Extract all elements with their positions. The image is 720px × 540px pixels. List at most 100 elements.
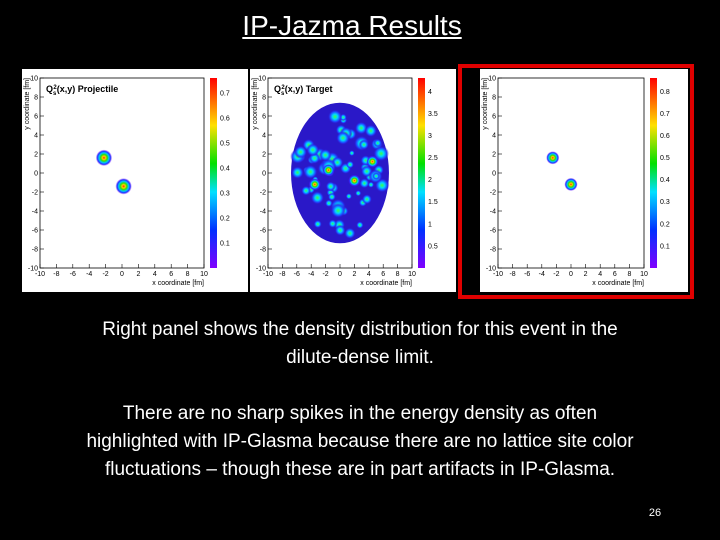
colorbar-tick-label: 0.5 [428, 243, 438, 250]
y-tick-label: -8 [260, 247, 266, 254]
y-tick-label: -4 [32, 209, 38, 216]
y-tick-label: -10 [28, 266, 38, 273]
colorbar [418, 78, 425, 268]
y-tick-label: -6 [260, 228, 266, 235]
density-blob [334, 224, 346, 236]
density-blob [361, 194, 373, 205]
y-tick-label: -6 [490, 228, 496, 235]
text-line: There are no sharp spikes in the energy … [122, 403, 598, 424]
colorbar-tick-label: 0.2 [660, 221, 670, 228]
x-tick-label: -8 [279, 271, 285, 278]
colorbar-tick-label: 1.5 [428, 199, 438, 206]
colorbar-tick-label: 0.5 [660, 155, 670, 162]
density-blob [306, 143, 320, 157]
density-blob [358, 139, 369, 150]
density-blob [95, 149, 113, 166]
y-axis-label: y coordinate [fm] [24, 78, 31, 130]
x-tick-label: 0 [338, 271, 342, 278]
density-blob [355, 190, 362, 197]
x-tick-label: 10 [640, 271, 648, 278]
density-blob [348, 150, 355, 157]
density-blob [310, 190, 325, 205]
y-tick-label: -8 [490, 247, 496, 254]
y-tick-label: 6 [262, 114, 266, 121]
density-blob [313, 219, 322, 229]
y-tick-label: 4 [262, 133, 266, 140]
density-blob [546, 151, 560, 165]
density-blob [344, 227, 356, 240]
y-tick-label: -8 [32, 247, 38, 254]
y-tick-label: -10 [486, 266, 496, 273]
colorbar-tick-label: 2 [428, 177, 432, 184]
y-tick-label: 10 [30, 76, 38, 83]
colorbar-tick-label: 0.5 [220, 141, 230, 148]
density-blob [301, 185, 312, 196]
x-tick-label: 2 [352, 271, 356, 278]
colorbar-tick-label: 1 [428, 221, 432, 228]
title-part: 2 [53, 85, 57, 91]
title-part: s [53, 91, 57, 97]
x-tick-label: 2 [136, 271, 140, 278]
title-part: Q [46, 84, 53, 94]
y-tick-label: 8 [262, 95, 266, 102]
density-blob [294, 145, 308, 159]
density-blob [356, 221, 364, 229]
colorbar-tick-label: 0.7 [660, 111, 670, 118]
x-tick-label: 4 [598, 271, 602, 278]
x-tick-label: -4 [86, 271, 92, 278]
y-tick-label: 10 [258, 76, 266, 83]
y-tick-label: 2 [492, 152, 496, 159]
y-tick-label: 0 [262, 171, 266, 178]
density-blob [373, 138, 382, 148]
density-blob [115, 178, 132, 195]
title-part: (x,y) Projectile [57, 84, 119, 94]
x-tick-label: -2 [553, 271, 559, 278]
heatmap [546, 151, 578, 191]
x-tick-label: -6 [70, 271, 76, 278]
density-blob [322, 164, 335, 177]
panel: -10 -8 -6 -4 -2 0 2 4 6 8 10 -10 -8 -6 -4 -2 0 2 4 6 8 10 x co… [480, 69, 688, 292]
y-tick-label: 0 [34, 171, 38, 178]
x-tick-label: 4 [153, 271, 157, 278]
colorbar-tick-label: 0.6 [660, 133, 670, 140]
density-blob [330, 202, 346, 219]
x-tick-label: -6 [294, 271, 300, 278]
x-axis-label: x coordinate [fm] [592, 280, 644, 287]
density-blob [328, 219, 337, 229]
x-tick-label: -2 [322, 271, 328, 278]
colorbar-tick-label: 0.4 [220, 166, 230, 173]
x-axis-label: x coordinate [fm] [152, 280, 204, 287]
y-tick-label: -6 [32, 228, 38, 235]
y-tick-label: 10 [488, 76, 496, 83]
x-tick-label: 6 [381, 271, 385, 278]
density-blob [327, 192, 336, 201]
colorbar-tick-label: 0.1 [220, 241, 230, 248]
panel: -10 -8 -6 -4 -2 0 2 4 6 8 10 -10 -8 -6 -4 -2 0 2 4 6 8 10 x co… [22, 69, 248, 292]
x-tick-label: -4 [539, 271, 545, 278]
colorbar [650, 78, 657, 268]
density-blob [303, 164, 318, 180]
panel: -10 -8 -6 -4 -2 0 2 4 6 8 10 -10 -8 -6 -4 -2 0 2 4 6 8 10 x co… [250, 69, 456, 292]
y-tick-label: -2 [260, 190, 266, 197]
x-tick-label: 0 [569, 271, 573, 278]
text-line: fluctuations – though these are in part … [104, 459, 616, 480]
colorbar-tick-label: 2.5 [428, 155, 438, 162]
density-blob [308, 178, 321, 191]
x-tick-label: -10 [493, 271, 503, 278]
density-blob [291, 166, 304, 179]
paragraph: There are no sharp spikes in the energy … [0, 400, 720, 484]
x-tick-label: 10 [200, 271, 208, 278]
density-blob [354, 121, 368, 135]
y-tick-label: 8 [34, 95, 38, 102]
density-blob [348, 174, 361, 187]
x-tick-label: 8 [186, 271, 190, 278]
x-tick-label: -2 [102, 271, 108, 278]
slide-title: IP-Jazma Results [242, 10, 462, 41]
colorbar-tick-label: 3 [428, 133, 432, 140]
title-part: s [281, 91, 285, 97]
colorbar-tick-label: 0.8 [660, 89, 670, 96]
y-tick-label: -2 [32, 190, 38, 197]
y-tick-label: 4 [492, 133, 496, 140]
title-part: Q [274, 84, 281, 94]
